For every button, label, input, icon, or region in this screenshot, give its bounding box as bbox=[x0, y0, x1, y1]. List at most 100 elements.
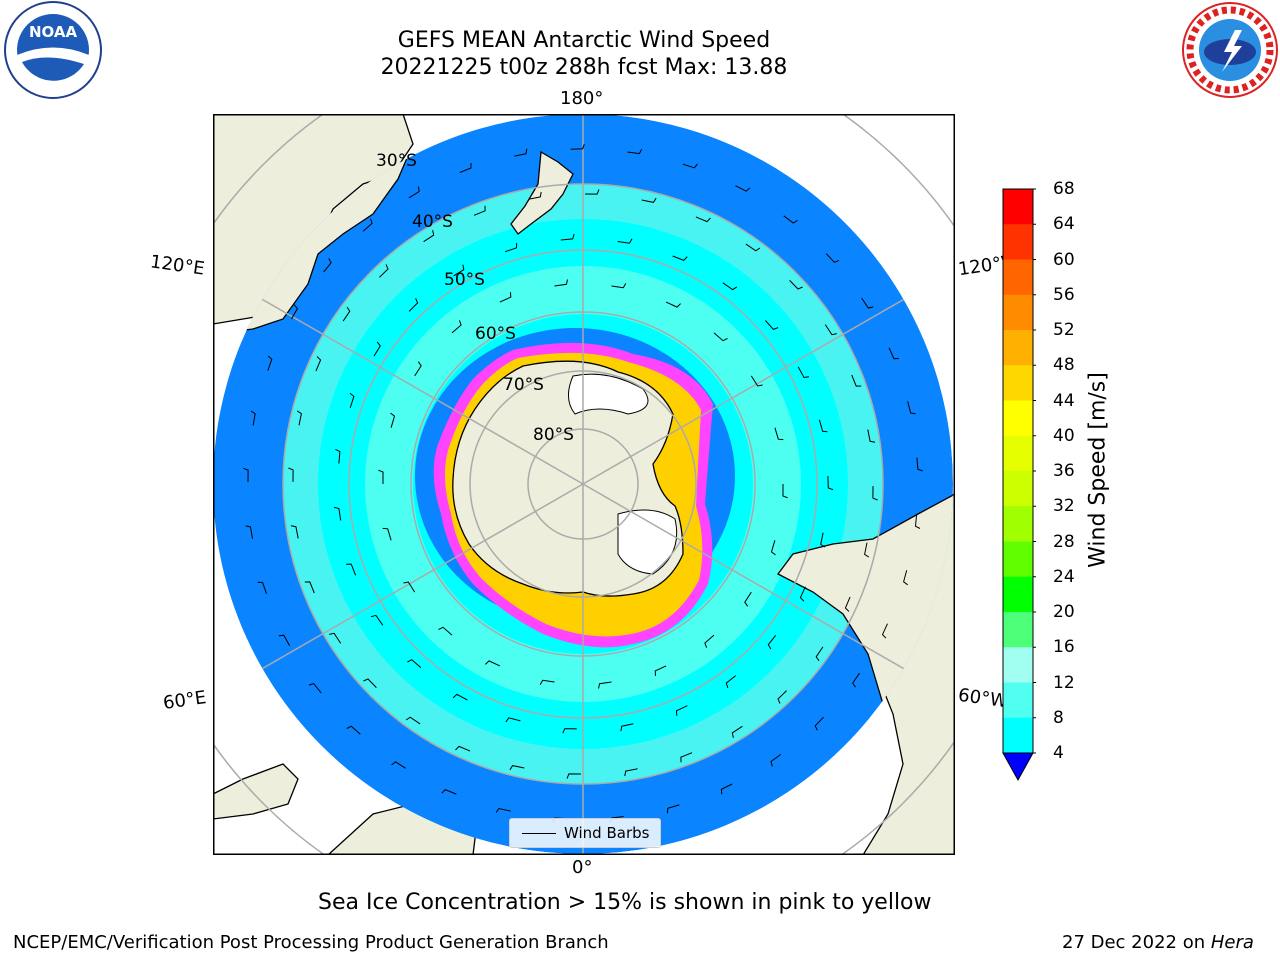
wind-barb bbox=[914, 514, 921, 529]
wind-barb bbox=[585, 189, 600, 195]
wind-barb bbox=[861, 297, 874, 309]
wind-barb bbox=[296, 410, 302, 426]
wind-barb bbox=[770, 540, 776, 556]
wind-barb bbox=[453, 264, 465, 277]
colorbar-cell bbox=[1003, 576, 1033, 613]
wind-barb bbox=[617, 238, 633, 244]
wind-barb bbox=[405, 716, 421, 725]
wind-barb bbox=[814, 716, 824, 731]
wind-barb bbox=[750, 375, 763, 387]
wind-barb bbox=[864, 542, 870, 558]
colorbar-tick-label: 32 bbox=[1053, 496, 1075, 517]
wind-barb bbox=[916, 457, 923, 472]
nws-logo bbox=[1182, 2, 1278, 98]
wind-barb bbox=[867, 429, 876, 443]
wind-barb bbox=[346, 725, 361, 735]
wind-barb bbox=[731, 725, 743, 738]
wind-barb bbox=[390, 412, 396, 428]
wind-barb bbox=[672, 255, 688, 261]
wind-barb bbox=[620, 723, 634, 732]
wind-barb bbox=[379, 264, 389, 278]
colorbar-cell bbox=[1003, 647, 1033, 683]
colorbar-cell bbox=[1003, 612, 1033, 648]
wind-barb bbox=[408, 186, 420, 199]
lon-label-120e: 120°E bbox=[148, 251, 206, 280]
colorbar-tick-label: 8 bbox=[1053, 707, 1064, 728]
lat-label-60s: 60°S bbox=[475, 324, 516, 344]
wind-barb bbox=[789, 280, 803, 290]
colorbar-extend-arrow bbox=[1002, 752, 1034, 782]
wind-barb bbox=[654, 665, 667, 676]
wind-barb bbox=[745, 243, 761, 252]
sea-ice-note: Sea Ice Concentration > 15% is shown in … bbox=[318, 890, 932, 915]
colorbar-tick-label: 64 bbox=[1053, 214, 1075, 235]
wind-barb bbox=[485, 660, 501, 667]
colorbar-cell bbox=[1003, 717, 1033, 754]
wind-barb bbox=[407, 659, 422, 668]
lat-label-70s: 70°S bbox=[503, 375, 544, 395]
colorbar-tick-label: 36 bbox=[1053, 461, 1075, 481]
wind-barb bbox=[666, 804, 680, 814]
colorbar-cell bbox=[1003, 682, 1033, 719]
wind-barb bbox=[713, 332, 728, 342]
wind-barb bbox=[783, 215, 798, 224]
colorbar-tick-label: 16 bbox=[1053, 637, 1075, 658]
colorbar-cell bbox=[1003, 435, 1033, 472]
wind-barb bbox=[797, 366, 809, 379]
noaa-logo: NOAA bbox=[4, 1, 102, 99]
wind-barb bbox=[560, 233, 575, 241]
antarctic-map bbox=[213, 114, 955, 855]
wind-barb bbox=[455, 745, 471, 752]
wind-barb bbox=[308, 683, 322, 694]
colorbar-tick-label: 28 bbox=[1053, 531, 1075, 552]
colorbar-cell bbox=[1003, 471, 1033, 507]
wind-barb bbox=[774, 427, 784, 441]
wind-barb bbox=[825, 253, 840, 263]
wind-barb bbox=[903, 570, 908, 586]
lon-label-180: 180° bbox=[560, 88, 604, 109]
wind-barb bbox=[888, 347, 899, 360]
wind-barb bbox=[611, 283, 627, 289]
colorbar-tick-label: 48 bbox=[1053, 355, 1075, 376]
chart-subtitle: 20221225 t00z 288h fcst Max: 13.88 bbox=[380, 55, 788, 80]
wind-barb bbox=[438, 626, 453, 636]
colorbar-tick-label: 20 bbox=[1053, 602, 1075, 622]
wind-barb bbox=[382, 527, 392, 541]
wind-barb bbox=[245, 525, 253, 539]
colorbar-tick-label: 56 bbox=[1053, 284, 1075, 305]
legend-label: Wind Barbs bbox=[564, 824, 650, 842]
colorbar-cell bbox=[1003, 224, 1033, 260]
wind-barb bbox=[423, 230, 435, 243]
wind-barb bbox=[335, 448, 341, 464]
wind-barb bbox=[499, 292, 512, 303]
wind-barb bbox=[414, 361, 422, 377]
wind-barb bbox=[852, 672, 860, 688]
wind-barb bbox=[243, 467, 249, 483]
wind-barb bbox=[363, 678, 377, 688]
wind-barb bbox=[722, 282, 738, 291]
wind-barb bbox=[570, 143, 585, 150]
wind-barb bbox=[378, 469, 384, 484]
wind-barb bbox=[329, 632, 342, 644]
wind-barb bbox=[777, 690, 787, 704]
colorbar-cell bbox=[1003, 506, 1033, 542]
wind-barb bbox=[362, 218, 373, 232]
colorbar-cell bbox=[1003, 365, 1033, 401]
wind-barb bbox=[288, 467, 294, 482]
wind-barb bbox=[725, 675, 737, 689]
wind-barb bbox=[473, 205, 486, 216]
wind-barb bbox=[675, 705, 688, 716]
wind-barb bbox=[815, 646, 824, 662]
wind-barb bbox=[695, 216, 711, 223]
colorbar-tick-label: 60 bbox=[1053, 249, 1075, 270]
wind-barb bbox=[441, 789, 457, 795]
wind-barb bbox=[291, 304, 299, 320]
wind-barb bbox=[765, 320, 779, 330]
colorbar-tick-label: 52 bbox=[1053, 320, 1075, 340]
colorbar bbox=[1002, 188, 1036, 782]
colorbar-label: Wind Speed [m/s] bbox=[1085, 372, 1111, 568]
wind-barb bbox=[304, 581, 315, 594]
wind-barb bbox=[554, 279, 568, 287]
wind-barb bbox=[872, 486, 878, 501]
wind-barb bbox=[824, 324, 837, 336]
